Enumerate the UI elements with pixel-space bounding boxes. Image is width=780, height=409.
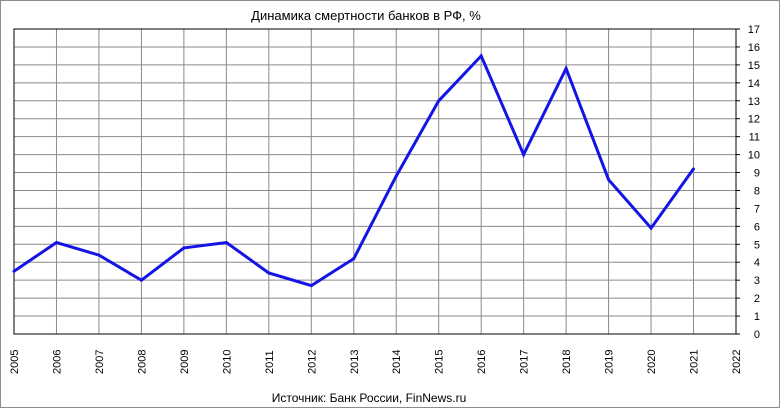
data-point	[224, 241, 228, 244]
y-tick-label: 16	[748, 42, 760, 54]
x-tick-label: 2022	[731, 350, 743, 374]
x-tick-label: 2013	[349, 350, 361, 374]
data-point	[564, 66, 568, 70]
x-tick-label: 2010	[221, 350, 233, 374]
y-tick-label: 1	[754, 311, 760, 323]
y-tick-label: 7	[754, 203, 760, 215]
x-tick-label: 2017	[519, 350, 531, 374]
data-point	[649, 226, 653, 230]
y-tick-label: 0	[754, 329, 760, 341]
series-layer	[12, 53, 696, 288]
y-tick-label: 15	[748, 60, 760, 72]
data-point	[182, 246, 186, 250]
y-tick-label: 5	[754, 239, 760, 251]
x-tick-label: 2009	[179, 350, 191, 374]
data-point	[54, 241, 58, 244]
data-point	[692, 167, 696, 171]
x-axis-tick-labels: 2005 2006 2007 2008 2009 2010 2011 2012 2013 2014…	[9, 350, 743, 374]
data-point	[437, 99, 441, 103]
y-tick-label: 6	[754, 221, 760, 233]
x-tick-label: 2008	[136, 350, 148, 374]
y-tick-label: 10	[748, 150, 760, 162]
x-tick-label: 2015	[434, 350, 446, 374]
x-tick-label: 2005	[9, 350, 21, 374]
x-tick-label: 2018	[561, 350, 573, 374]
data-point	[97, 253, 101, 257]
x-tick-label: 2020	[646, 350, 658, 374]
x-tick-label: 2011	[264, 350, 276, 374]
horizontal-gridlines	[14, 28, 740, 335]
source-note: Источник: Банк России, FinNews.ru	[272, 391, 467, 405]
x-tick-label: 2007	[94, 350, 106, 374]
y-tick-label: 4	[754, 257, 760, 269]
y-tick-label: 9	[754, 168, 760, 180]
x-tick-label: 2014	[391, 350, 403, 374]
y-tick-label: 13	[748, 96, 760, 108]
x-tick-label: 2006	[51, 350, 63, 374]
data-point	[309, 284, 313, 288]
data-point	[352, 257, 356, 261]
y-tick-label: 2	[754, 293, 760, 305]
data-point	[522, 153, 526, 157]
x-tick-label: 2019	[604, 350, 616, 374]
data-point	[479, 54, 483, 58]
y-tick-label: 3	[754, 275, 760, 287]
y-tick-label: 11	[749, 132, 760, 144]
x-tick-label: 2012	[306, 350, 318, 374]
y-tick-label: 8	[754, 185, 760, 197]
x-tick-label: 2021	[689, 350, 701, 374]
y-tick-label: 12	[748, 114, 760, 126]
chart-title: Динамика смертности банков в РФ, %	[251, 8, 481, 23]
data-point	[394, 174, 398, 178]
y-tick-label: 14	[748, 78, 760, 90]
vertical-gridlines	[13, 29, 737, 334]
x-tick-label: 2016	[476, 350, 488, 374]
data-point	[607, 178, 611, 182]
data-point	[267, 271, 271, 275]
data-point	[12, 269, 16, 273]
plot-area-frame	[13, 28, 737, 335]
data-point	[139, 278, 143, 282]
y-tick-label: 17	[748, 24, 760, 36]
